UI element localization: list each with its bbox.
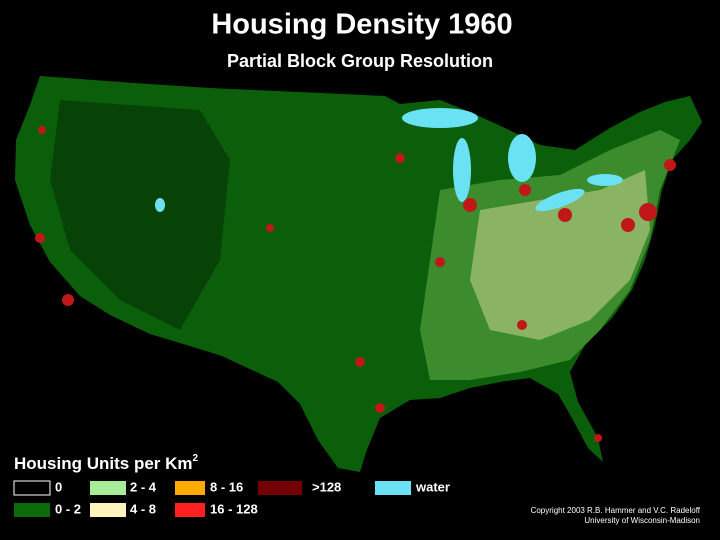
legend-swatch xyxy=(175,481,205,495)
lakes xyxy=(155,108,623,212)
city xyxy=(435,257,445,267)
legend-label: 4 - 8 xyxy=(130,501,156,516)
legend-swatch xyxy=(375,481,411,495)
title: Housing Density 1960 xyxy=(211,9,512,41)
city xyxy=(517,320,527,330)
legend-title-sup: 2 xyxy=(193,453,199,464)
city xyxy=(62,294,74,306)
legend-label: 8 - 16 xyxy=(210,479,243,494)
city xyxy=(266,224,274,232)
legend: 0 0 - 2 2 - 4 4 - 8 8 - 16 16 - 128 >128 water xyxy=(13,479,450,517)
credit-line: University of Wisconsin-Madison xyxy=(584,516,700,525)
legend-label: water xyxy=(415,479,450,494)
city xyxy=(621,218,635,232)
lake-ontario xyxy=(587,174,623,186)
legend-swatch xyxy=(13,480,51,496)
legend-swatch xyxy=(14,503,50,517)
city xyxy=(463,198,477,212)
legend-title: Housing Units per Km2 xyxy=(14,453,199,474)
lake-huron xyxy=(508,134,536,182)
city xyxy=(664,159,676,171)
legend-swatch xyxy=(90,481,126,495)
legend-swatch xyxy=(175,503,205,517)
city xyxy=(38,126,46,134)
map xyxy=(15,76,702,472)
cities xyxy=(35,126,676,442)
legend-title-text: Housing Units per Km xyxy=(14,454,193,473)
legend-label: 16 - 128 xyxy=(210,501,258,516)
lake-superior xyxy=(402,108,478,128)
city xyxy=(558,208,572,222)
city xyxy=(594,434,602,442)
west-dark xyxy=(50,100,230,330)
city xyxy=(355,357,365,367)
credit-line: Copyright 2003 R.B. Hammer and V.C. Rade… xyxy=(531,506,701,515)
city xyxy=(395,153,405,163)
subtitle: Partial Block Group Resolution xyxy=(227,51,493,71)
city xyxy=(375,403,385,413)
city xyxy=(639,203,657,221)
east-light xyxy=(470,170,650,340)
city xyxy=(519,184,531,196)
legend-label: >128 xyxy=(312,479,341,494)
great-salt-lake xyxy=(155,198,165,212)
legend-label: 2 - 4 xyxy=(130,479,157,494)
lake-erie xyxy=(535,188,585,212)
east-density xyxy=(420,130,680,380)
legend-label: 0 xyxy=(55,479,62,494)
legend-swatch xyxy=(258,481,302,495)
legend-label: 0 - 2 xyxy=(55,501,81,516)
lake-michigan xyxy=(453,138,471,202)
legend-swatch xyxy=(90,503,126,517)
city xyxy=(35,233,45,243)
